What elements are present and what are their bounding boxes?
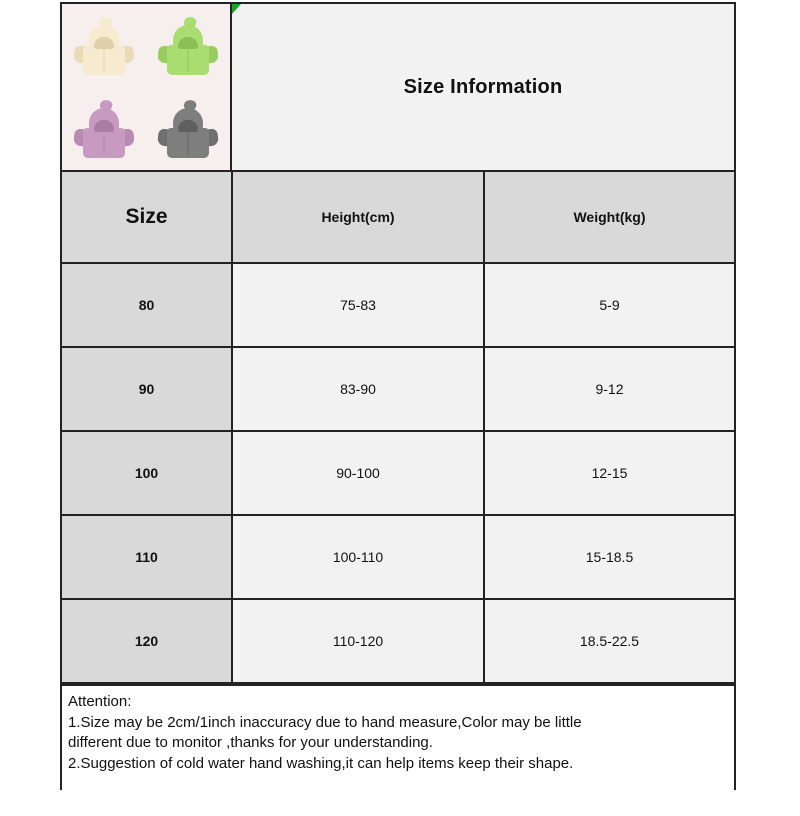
size-chart-card: Size Information Size Height(cm) Weight(… <box>60 2 736 816</box>
cell-weight: 15-18.5 <box>483 515 734 600</box>
cell-size: 110 <box>62 515 233 600</box>
cell-height: 110-120 <box>231 599 485 684</box>
column-header-height: Height(cm) <box>231 172 485 264</box>
attention-note: Attention: 1.Size may be 2cm/1inch inacc… <box>62 684 734 816</box>
cell-height: 100-110 <box>231 515 485 600</box>
product-photo-gray <box>146 87 230 170</box>
column-header-size: Size <box>62 172 233 264</box>
hoodie-green-icon <box>157 14 219 77</box>
attention-heading: Attention: <box>68 693 132 710</box>
product-photo-green <box>146 4 230 87</box>
attention-line-3: 2.Suggestion of cold water hand washing,… <box>68 755 574 773</box>
green-corner-marker <box>232 4 241 14</box>
attention-line-2: different due to monitor ,thanks for you… <box>68 734 433 752</box>
cell-height: 75-83 <box>231 263 485 348</box>
hoodie-gray-icon <box>157 97 219 160</box>
product-photo-cream <box>62 4 146 87</box>
table-row: 90 83-90 9-12 <box>62 347 734 432</box>
product-photo-grid <box>62 4 230 170</box>
cell-height: 83-90 <box>231 347 485 432</box>
cell-weight: 12-15 <box>483 431 734 516</box>
table-row: 120 110-120 18.5-22.5 <box>62 599 734 684</box>
header-band: Size Information <box>62 4 734 172</box>
page-title: Size Information <box>403 75 563 98</box>
table-row: 80 75-83 5-9 <box>62 263 734 348</box>
column-header-weight: Weight(kg) <box>483 172 734 264</box>
product-photo-pink <box>62 87 146 170</box>
product-photo-cell <box>62 4 232 170</box>
title-cell: Size Information <box>232 4 734 170</box>
cell-size: 100 <box>62 431 233 516</box>
cell-size: 80 <box>62 263 233 348</box>
table-header-row: Size Height(cm) Weight(kg) <box>62 172 734 264</box>
cell-weight: 9-12 <box>483 347 734 432</box>
cell-height: 90-100 <box>231 431 485 516</box>
hoodie-pink-icon <box>73 97 135 160</box>
attention-line-1: 1.Size may be 2cm/1inch inaccuracy due t… <box>68 713 582 731</box>
cell-size: 90 <box>62 347 233 432</box>
size-table: Size Height(cm) Weight(kg) 80 75-83 5-9 … <box>62 172 734 684</box>
cell-weight: 5-9 <box>483 263 734 348</box>
table-row: 110 100-110 15-18.5 <box>62 515 734 600</box>
cell-size: 120 <box>62 599 233 684</box>
hoodie-cream-icon <box>73 14 135 77</box>
table-row: 100 90-100 12-15 <box>62 431 734 516</box>
cell-weight: 18.5-22.5 <box>483 599 734 684</box>
